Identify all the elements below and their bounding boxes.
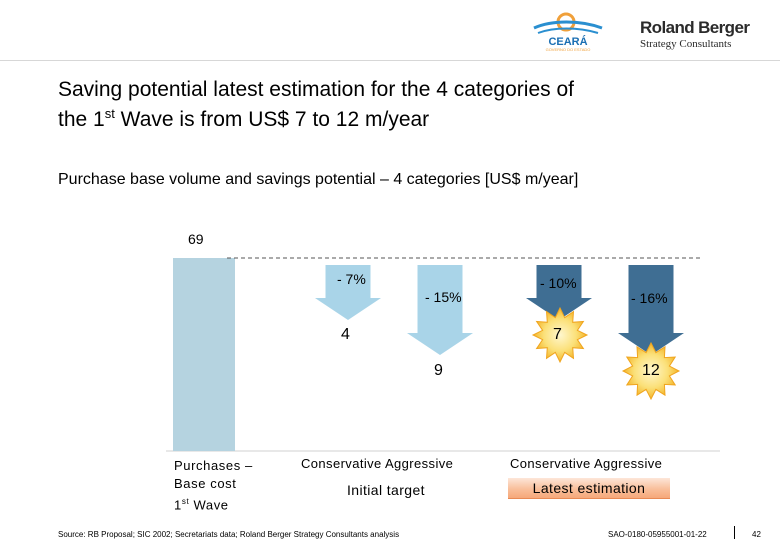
saving-burst-3 (531, 306, 589, 364)
ceara-logo: CEARÁ GOVERNO DO ESTADO (520, 8, 616, 52)
reduction-arrow-4 (618, 265, 684, 355)
chart-subtitle: Purchase base volume and savings potenti… (58, 171, 579, 188)
base-bar (173, 258, 235, 451)
source-note: Source: RB Proposal; SIC 2002; Secretari… (58, 530, 400, 539)
footer-separator (734, 526, 735, 539)
ceara-tagline: GOVERNO DO ESTADO (546, 47, 591, 52)
reduction-percent-1: - 7% (337, 271, 366, 287)
rb-name: Roland Berger (640, 18, 750, 37)
rb-subtitle: Strategy Consultants (640, 38, 732, 50)
reduction-arrow-1 (315, 265, 381, 320)
group-label-initial: Initial target (347, 482, 425, 498)
scenario-labels-latest: Conservative Aggressive (510, 456, 663, 471)
ceara-logo-mark: CEARÁ GOVERNO DO ESTADO (533, 12, 603, 52)
scenario-labels-initial: Conservative Aggressive (301, 456, 454, 471)
ceara-logo-text: CEARÁ (548, 35, 587, 48)
group-label-latest: Latest estimation (508, 478, 670, 499)
saving-value-3: 7 (553, 326, 562, 343)
reduction-arrow-3 (526, 265, 592, 320)
saving-burst-4 (621, 341, 681, 401)
header-divider (0, 60, 780, 61)
base-value-label: 69 (188, 231, 204, 247)
document-id: SAO-0180-05955001-01-22 (608, 530, 707, 539)
saving-value-2: 9 (434, 362, 443, 379)
reduction-percent-4: - 16% (631, 290, 668, 306)
base-cost-label: Purchases – Base cost 1st Wave (174, 458, 253, 513)
saving-value-1: 4 (341, 326, 350, 343)
reduction-percent-2: - 15% (425, 289, 462, 305)
reduction-percent-3: - 10% (540, 275, 577, 291)
saving-value-4: 12 (642, 362, 660, 379)
roland-berger-logo: Roland Berger Strategy Consultants (640, 18, 750, 52)
title-line-2: the 1st Wave is from US$ 7 to 12 m/year (58, 106, 430, 131)
slide-title: Saving potential latest estimation for t… (58, 78, 758, 132)
page-number: 42 (752, 530, 761, 539)
title-line-1: Saving potential latest estimation for t… (58, 78, 574, 101)
reduction-arrow-2 (407, 265, 473, 355)
